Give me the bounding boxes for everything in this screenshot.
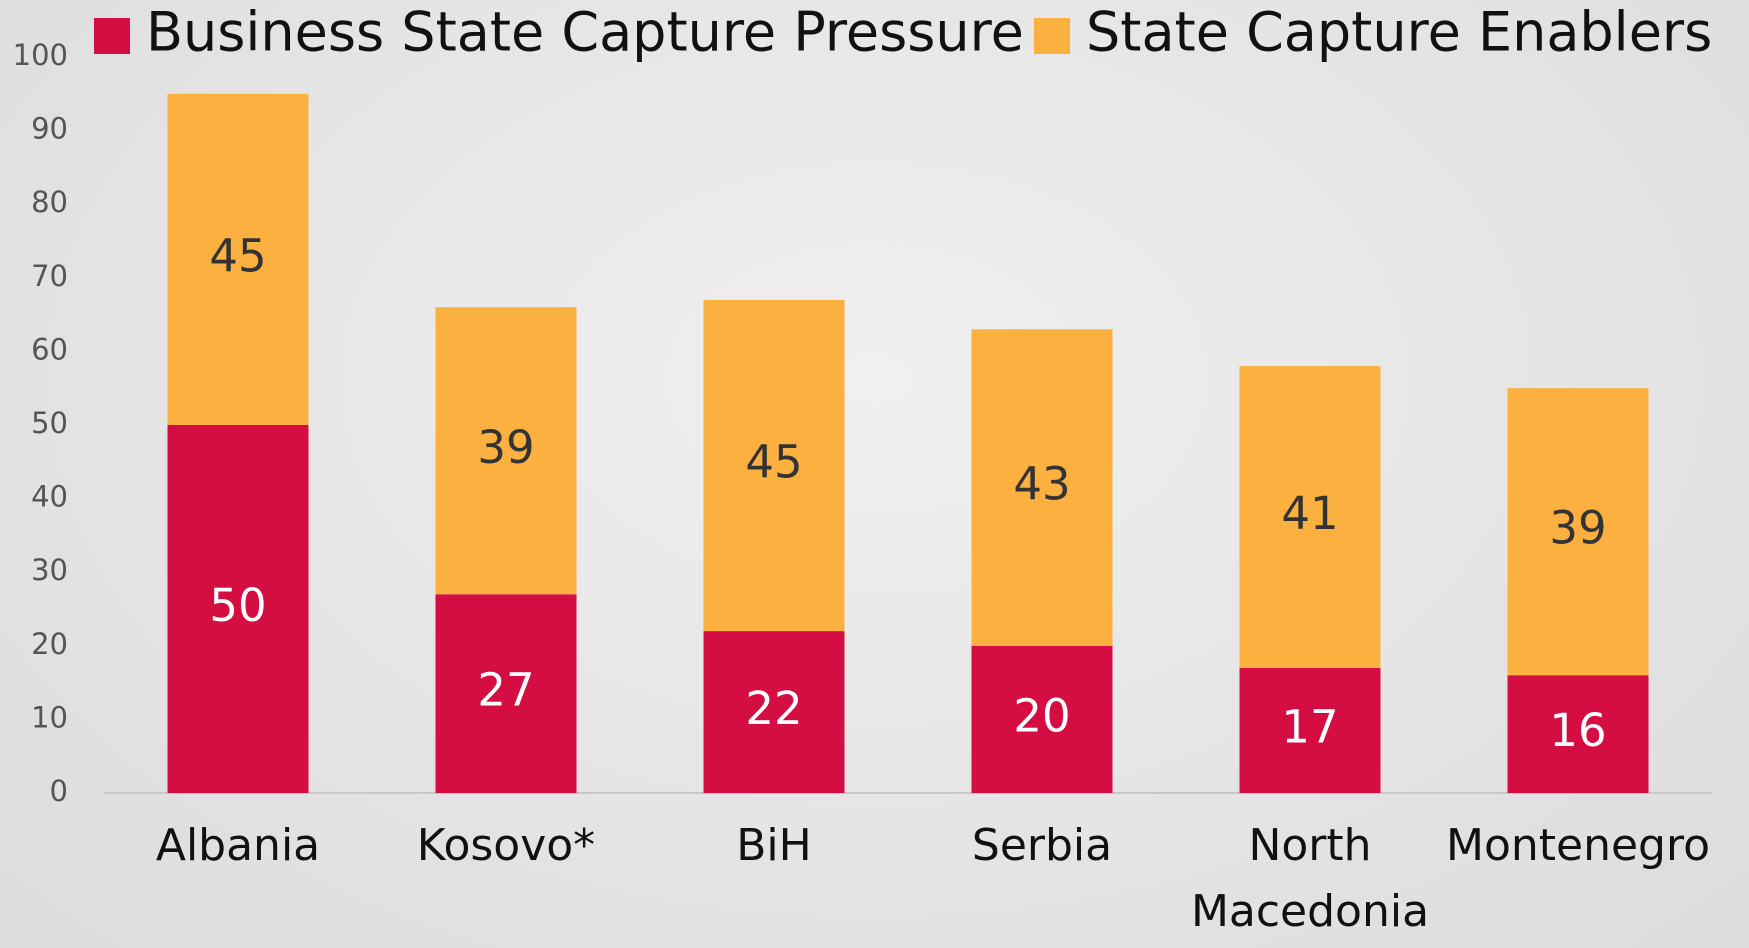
y-tick-label: 90 — [31, 112, 68, 146]
value-label: 45 — [209, 229, 266, 282]
legend-label: State Capture Enablers — [1086, 1, 1712, 64]
bar-segment — [1239, 366, 1381, 668]
value-label: 22 — [745, 682, 802, 735]
x-tick-label: Montenegro — [1445, 820, 1711, 871]
x-tick-label: Kosovo* — [416, 820, 596, 871]
bar-segment — [1507, 388, 1649, 676]
bar-segment — [167, 425, 309, 793]
y-tick-label: 50 — [31, 406, 68, 440]
bar-segment — [1507, 675, 1649, 793]
y-tick-label: 20 — [31, 627, 68, 661]
value-label: 17 — [1281, 700, 1338, 753]
value-label: 39 — [1549, 502, 1606, 555]
bar-segment — [971, 329, 1113, 646]
bar-segment — [435, 307, 577, 595]
y-tick-label: 100 — [13, 38, 68, 72]
bar-segment — [703, 631, 845, 793]
value-label: 41 — [1281, 487, 1338, 540]
y-tick-label: 40 — [31, 480, 68, 514]
value-label: 45 — [745, 435, 802, 488]
y-tick-label: 80 — [31, 185, 68, 219]
x-tick-label: Albania — [155, 820, 321, 871]
value-label: 27 — [477, 664, 534, 717]
y-tick-label: 70 — [31, 259, 68, 293]
value-label: 50 — [209, 579, 266, 632]
bar-segment — [435, 594, 577, 793]
value-label: 39 — [477, 421, 534, 474]
bar-segment — [971, 645, 1113, 793]
value-label: 43 — [1013, 458, 1070, 511]
y-tick-label: 30 — [31, 553, 68, 587]
x-tick-label: North Macedonia — [1190, 820, 1430, 937]
legend-label: Business State Capture Pressure — [146, 1, 1024, 64]
bar-segment — [1239, 667, 1381, 793]
x-tick-label: BiH — [736, 820, 812, 871]
value-label: 20 — [1013, 689, 1070, 742]
legend-swatch — [94, 18, 130, 54]
x-tick-label: Serbia — [971, 820, 1113, 871]
value-label: 16 — [1549, 704, 1606, 757]
y-tick-label: 10 — [31, 700, 68, 734]
y-tick-label: 60 — [31, 332, 68, 366]
y-tick-label: 0 — [50, 774, 68, 808]
bar-segment — [703, 299, 845, 632]
bar-segment — [167, 93, 309, 426]
legend-swatch — [1034, 18, 1070, 54]
